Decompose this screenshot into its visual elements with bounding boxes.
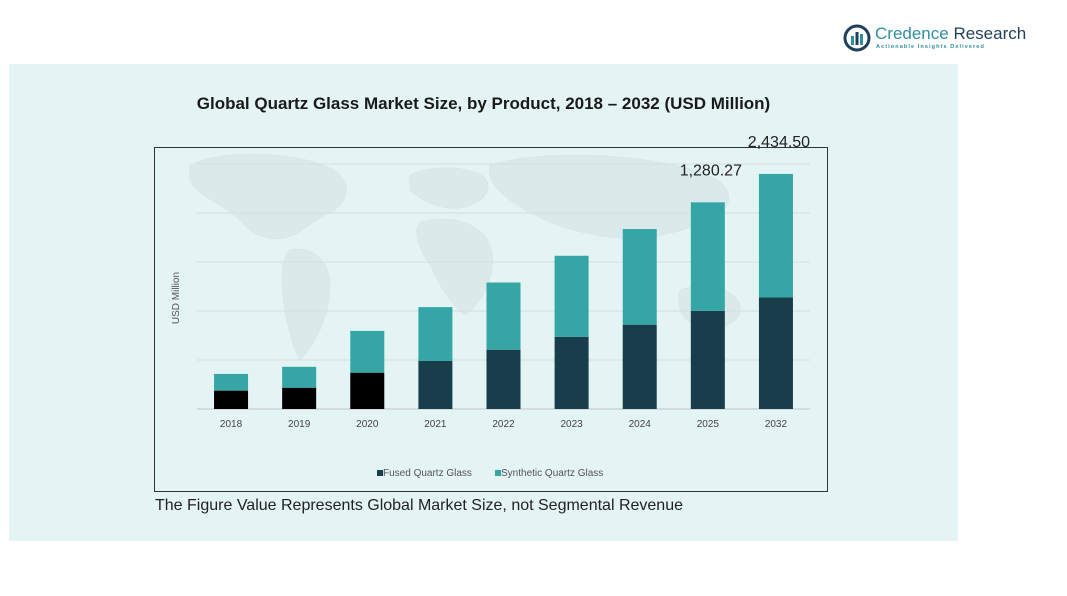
footnote: The Figure Value Represents Global Marke… <box>155 497 683 514</box>
bar-synthetic-2018 <box>214 373 249 391</box>
x-tick-label: 2022 <box>492 419 515 430</box>
brand-name: Credence Research <box>875 24 1026 44</box>
legend-swatch-fused <box>377 470 383 476</box>
bar-synthetic-2025 <box>690 202 725 311</box>
bar-synthetic-2024 <box>622 229 657 325</box>
bar-fused-2023 <box>554 336 589 409</box>
y-axis-label: USD Million <box>171 272 182 324</box>
x-tick-label: 2025 <box>697 419 720 430</box>
bar-fused-2018 <box>214 390 249 409</box>
chart-panel <box>9 64 958 541</box>
x-tick-label: 2020 <box>356 419 379 430</box>
bar-fused-2024 <box>622 324 657 409</box>
legend-swatch-synthetic <box>495 470 501 476</box>
bar-synthetic-2032 <box>758 173 793 298</box>
x-tick-label: 2018 <box>220 419 243 430</box>
chart-annotations: 1,280.27 2,434.50 <box>680 134 810 179</box>
chart-legend: Fused Quartz Glass Synthetic Quartz Glass <box>377 468 603 479</box>
bar-fused-2032 <box>758 297 793 409</box>
brand-tagline: Actionable Insights Delivered <box>876 44 985 50</box>
bar-synthetic-2020 <box>350 330 385 373</box>
logo-mark-icon <box>843 24 871 52</box>
legend-label-fused: Fused Quartz Glass <box>383 468 472 479</box>
x-tick-label: 2019 <box>288 419 311 430</box>
x-tick-label: 2032 <box>765 419 788 430</box>
data-label-2032: 2,434.50 <box>748 134 810 151</box>
bar-fused-2022 <box>486 349 521 409</box>
data-label-2025: 1,280.27 <box>680 162 742 179</box>
bar-synthetic-2023 <box>554 255 589 337</box>
legend-label-synthetic: Synthetic Quartz Glass <box>501 468 603 479</box>
bar-synthetic-2019 <box>282 366 317 388</box>
x-tick-label: 2023 <box>560 419 583 430</box>
chart-title: Global Quartz Glass Market Size, by Prod… <box>196 94 771 113</box>
bar-fused-2020 <box>350 372 385 409</box>
brand-name-part2: Research <box>948 24 1027 43</box>
bar-fused-2025 <box>690 310 725 409</box>
chart-bars <box>214 173 793 409</box>
bar-fused-2021 <box>418 360 453 409</box>
bar-synthetic-2021 <box>418 307 453 361</box>
bar-synthetic-2022 <box>486 282 521 350</box>
chart-frame <box>154 147 828 492</box>
x-tick-label: 2021 <box>424 419 447 430</box>
world-map-watermark <box>189 153 741 361</box>
brand-logo: Credence Research Actionable Insights De… <box>843 22 1033 56</box>
bar-fused-2019 <box>282 387 317 409</box>
x-axis-ticks: 2018 2019 2020 2021 2022 2023 2024 2025 2032 <box>220 419 788 430</box>
brand-name-part1: Credence <box>875 24 949 43</box>
x-tick-label: 2024 <box>629 419 652 430</box>
